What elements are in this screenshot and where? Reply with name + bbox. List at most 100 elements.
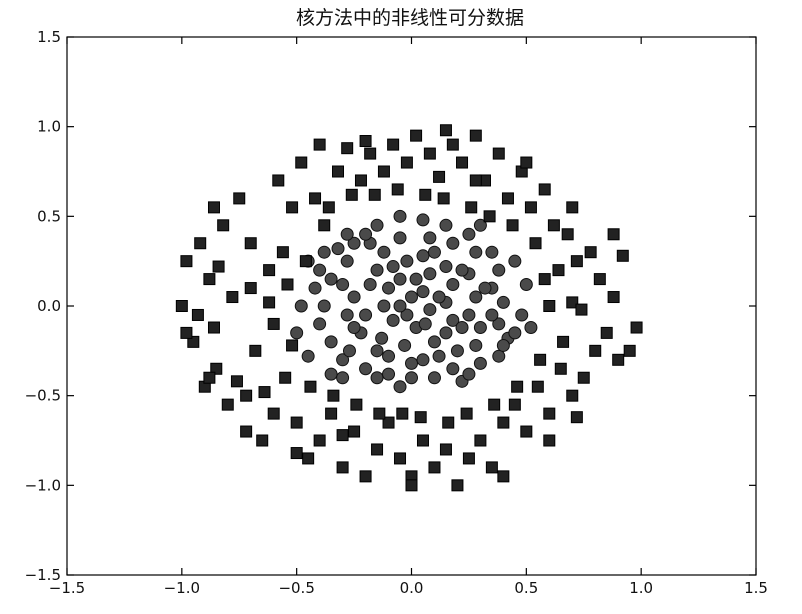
square-point	[332, 165, 345, 178]
circle-point	[393, 209, 407, 223]
square-point	[203, 273, 216, 286]
circle-point	[370, 263, 384, 277]
circle-point	[405, 290, 418, 304]
square-point	[575, 303, 588, 316]
square-point	[511, 380, 524, 393]
circle-point	[496, 295, 510, 309]
square-point	[543, 407, 556, 420]
circle-point	[393, 231, 407, 245]
square-point	[442, 416, 455, 429]
square-point	[313, 434, 326, 447]
square-point	[405, 479, 418, 492]
x-tick-label-3: 0.0	[400, 579, 424, 597]
circle-point	[324, 272, 338, 286]
square-point	[194, 237, 207, 250]
circle-point	[359, 362, 373, 376]
square-point	[552, 264, 565, 277]
square-point	[561, 228, 574, 241]
circle-point	[432, 349, 446, 363]
circle-point	[473, 356, 487, 370]
square-point	[371, 443, 384, 456]
square-point	[354, 174, 367, 187]
circle-point	[382, 349, 396, 363]
circle-point	[416, 353, 430, 367]
square-point	[433, 170, 446, 183]
y-axis-tick-labels: −1.5 −1.0 −0.5 0.0 0.5 1.0 1.5	[25, 28, 61, 584]
square-point	[345, 188, 358, 201]
square-point	[350, 398, 363, 411]
square-point	[258, 386, 271, 399]
square-point	[336, 461, 349, 474]
square-point	[623, 344, 636, 357]
circle-point	[317, 245, 331, 259]
circle-point	[446, 236, 460, 250]
circle-point	[439, 326, 453, 340]
square-point	[359, 135, 372, 148]
chart-title: 核方法中的非线性可分数据	[296, 7, 524, 29]
circle-point	[508, 254, 522, 268]
square-point	[348, 425, 361, 438]
square-point	[488, 398, 501, 411]
square-point	[451, 479, 464, 492]
square-point	[524, 201, 537, 214]
square-point	[272, 174, 285, 187]
square-point	[410, 129, 423, 142]
x-tick-label-6: 1.5	[744, 579, 768, 597]
square-point	[313, 138, 326, 151]
square-point	[217, 219, 230, 232]
square-point	[322, 201, 335, 214]
square-point	[263, 296, 276, 309]
square-point	[506, 219, 519, 232]
circle-point	[370, 371, 384, 385]
circle-point	[342, 344, 356, 358]
circle-point	[492, 349, 506, 363]
circle-point	[469, 290, 483, 304]
circle-point	[462, 367, 476, 381]
square-point	[416, 434, 429, 447]
circle-point	[432, 290, 446, 304]
y-tick-label-6: 1.5	[37, 28, 61, 46]
x-tick-label-0: −1.5	[49, 579, 85, 597]
square-point	[180, 326, 193, 339]
circle-point	[386, 260, 400, 274]
square-point	[593, 273, 606, 286]
square-point	[286, 201, 299, 214]
circle-point	[515, 308, 529, 322]
circle-point	[492, 263, 506, 277]
square-point	[566, 296, 579, 309]
circle-point	[427, 335, 441, 349]
x-axis-tick-labels: −1.5 −1.0 −0.5 0.0 0.5 1.0 1.5	[49, 579, 768, 597]
circle-point	[340, 227, 354, 241]
y-tick-label-4: 0.5	[37, 207, 61, 225]
square-point	[497, 470, 510, 483]
circle-point	[313, 317, 327, 331]
circle-point	[340, 308, 354, 322]
circle-point	[324, 335, 338, 349]
square-point	[437, 192, 450, 205]
square-point	[469, 174, 482, 187]
square-point	[538, 183, 551, 196]
square-point	[373, 407, 386, 420]
square-point	[557, 335, 570, 348]
square-point	[616, 249, 629, 262]
square-point	[607, 228, 620, 241]
x-tick-label-2: −0.5	[278, 579, 314, 597]
square-point	[295, 156, 308, 169]
circle-point	[336, 277, 350, 291]
square-point	[240, 425, 253, 438]
square-point	[212, 260, 225, 273]
circle-point	[439, 260, 453, 274]
square-point	[267, 407, 280, 420]
circle-point	[427, 245, 441, 259]
square-point	[469, 129, 482, 142]
square-point	[423, 147, 436, 160]
square-point	[256, 434, 269, 447]
square-point	[531, 380, 544, 393]
circle-point	[393, 299, 407, 313]
square-point	[286, 339, 299, 352]
circle-point	[473, 321, 487, 335]
circle-point	[331, 242, 345, 256]
circle-point	[416, 285, 430, 299]
circle-point	[423, 231, 437, 245]
